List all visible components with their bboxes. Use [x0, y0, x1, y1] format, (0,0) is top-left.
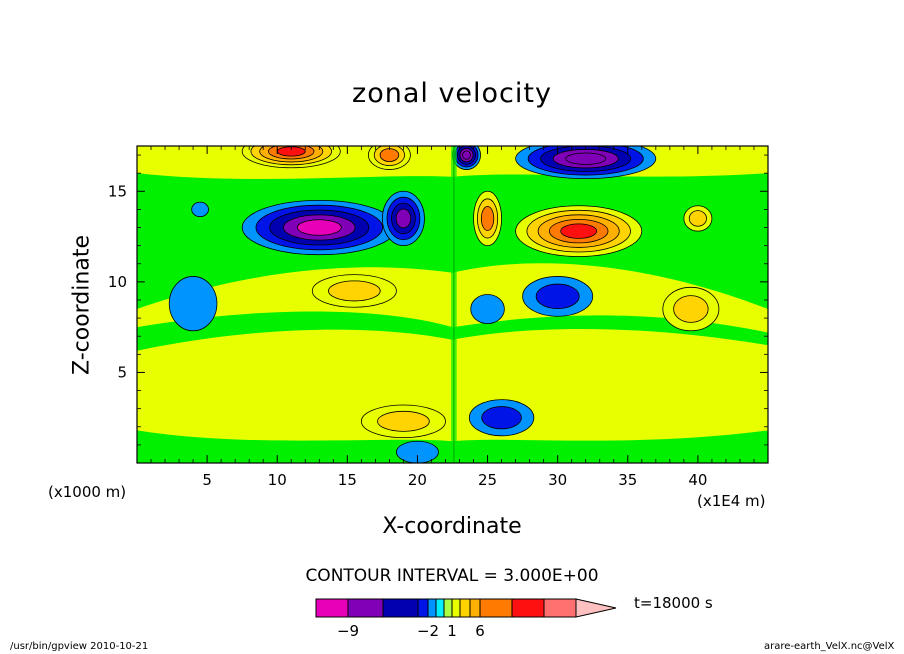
plot-frame	[136, 145, 769, 464]
x-tick-label: 20	[408, 471, 427, 489]
contour-region	[473, 190, 502, 247]
contour-region	[311, 274, 397, 308]
contour-region	[396, 440, 439, 463]
chart-title: zonal velocity	[352, 78, 552, 109]
x-tick-label: 35	[618, 471, 637, 489]
contour-region	[168, 276, 218, 332]
y-axis-ticks: 5 10 15	[108, 154, 768, 446]
x-axis-label: X-coordinate	[382, 514, 522, 539]
contour-region	[683, 205, 713, 232]
center-strip	[451, 146, 457, 463]
contour-region	[468, 399, 535, 437]
y-axis-unit: (x1000 m)	[48, 483, 127, 501]
x-tick-label: 5	[202, 471, 212, 489]
x-axis-ticks: 5 10 15 20 25 30 35 40	[150, 146, 755, 489]
contour-region	[381, 190, 425, 247]
x-axis-unit: (x1E4 m)	[697, 492, 766, 510]
x-tick-label: 15	[338, 471, 357, 489]
contour-region	[241, 199, 397, 256]
x-tick-label: 10	[268, 471, 287, 489]
contour-interval-label: CONTOUR INTERVAL = 3.000E+00	[305, 566, 599, 586]
y-tick-label: 10	[108, 273, 127, 291]
x-tick-label: 25	[478, 471, 497, 489]
contour-field	[137, 146, 768, 463]
time-label: t=18000 s	[634, 594, 713, 612]
contour-region	[515, 146, 657, 179]
contour-region	[662, 286, 720, 332]
contour-region	[241, 146, 341, 169]
contour-region	[452, 146, 481, 170]
y-axis-label: Z-coordinate	[69, 235, 95, 375]
contour-region	[191, 201, 209, 218]
contour-region	[367, 146, 411, 170]
contour-region	[515, 205, 643, 257]
x-tick-label: 40	[688, 471, 707, 489]
footer-command: /usr/bin/gpview 2010-10-21	[10, 641, 149, 652]
x-tick-label: 30	[548, 471, 567, 489]
contour-region	[470, 294, 505, 324]
contour-region	[360, 404, 446, 439]
y-tick-label: 5	[117, 363, 127, 381]
contour-region	[522, 276, 594, 317]
footer-source: arare-earth_VelX.nc@VelX	[764, 641, 895, 652]
y-tick-label: 15	[108, 182, 127, 200]
